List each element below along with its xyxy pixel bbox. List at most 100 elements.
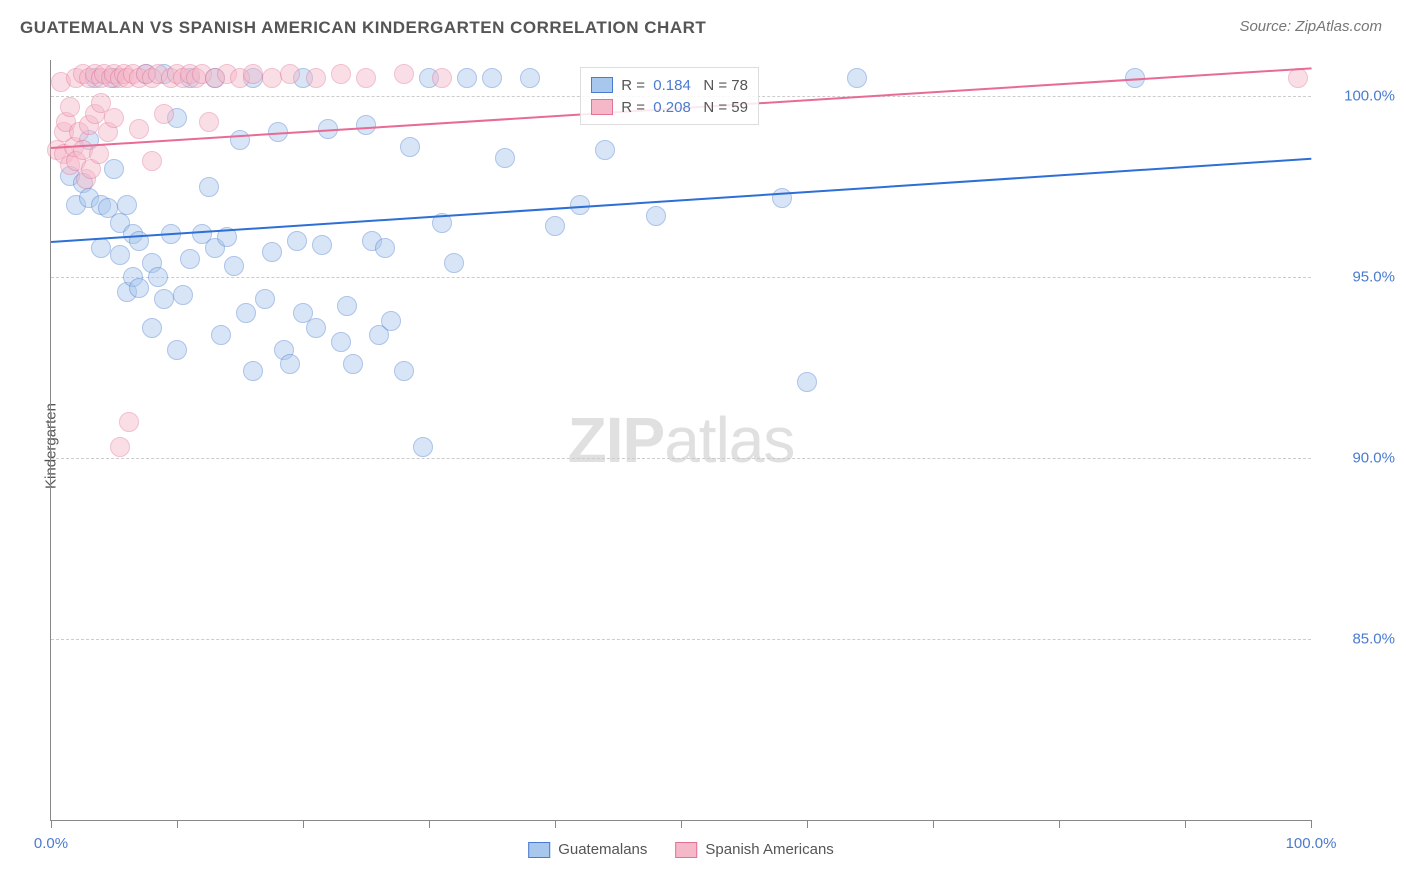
legend-item: Guatemalans — [528, 841, 647, 858]
data-point — [595, 140, 615, 160]
y-tick-label: 85.0% — [1352, 631, 1395, 648]
data-point — [230, 130, 250, 150]
data-point — [60, 97, 80, 117]
y-tick-label: 90.0% — [1352, 450, 1395, 467]
data-point — [280, 64, 300, 84]
data-point — [262, 68, 282, 88]
data-point — [173, 285, 193, 305]
data-point — [148, 267, 168, 287]
data-point — [394, 64, 414, 84]
x-tick — [807, 820, 808, 828]
data-point — [91, 238, 111, 258]
y-tick-label: 100.0% — [1344, 88, 1395, 105]
data-point — [224, 256, 244, 276]
data-point — [243, 361, 263, 381]
y-tick-label: 95.0% — [1352, 269, 1395, 286]
data-point — [167, 340, 187, 360]
data-point — [280, 354, 300, 374]
trend-line — [51, 158, 1311, 243]
data-point — [199, 177, 219, 197]
data-point — [104, 108, 124, 128]
legend-swatch — [675, 842, 697, 858]
data-point — [772, 188, 792, 208]
x-tick — [303, 820, 304, 828]
watermark-zip: ZIP — [568, 404, 665, 476]
data-point — [400, 137, 420, 157]
x-tick — [1185, 820, 1186, 828]
correlation-legend: R = 0.184 N = 78 R = 0.208 N = 59 — [580, 67, 759, 125]
data-point — [89, 144, 109, 164]
x-tick — [429, 820, 430, 828]
data-point — [495, 148, 515, 168]
data-point — [236, 303, 256, 323]
data-point — [243, 64, 263, 84]
x-tick — [177, 820, 178, 828]
data-point — [1288, 68, 1308, 88]
source-attribution: Source: ZipAtlas.com — [1239, 18, 1382, 35]
data-point — [432, 68, 452, 88]
legend-item: Spanish Americans — [675, 841, 833, 858]
data-point — [847, 68, 867, 88]
data-point — [646, 206, 666, 226]
x-tick-label: 0.0% — [34, 835, 68, 852]
data-point — [343, 354, 363, 374]
data-point — [375, 238, 395, 258]
gridline — [51, 458, 1311, 459]
legend-label: Guatemalans — [558, 841, 647, 858]
x-tick — [681, 820, 682, 828]
data-point — [331, 332, 351, 352]
plot-area: ZIPatlas 85.0%90.0%95.0%100.0%0.0%100.0%… — [50, 60, 1311, 821]
data-point — [306, 318, 326, 338]
data-point — [337, 296, 357, 316]
data-point — [117, 195, 137, 215]
legend-stats: R = 0.208 N = 59 — [621, 99, 748, 116]
chart-title: GUATEMALAN VS SPANISH AMERICAN KINDERGAR… — [20, 18, 706, 38]
legend-label: Spanish Americans — [705, 841, 833, 858]
data-point — [142, 151, 162, 171]
legend-swatch — [528, 842, 550, 858]
data-point — [211, 325, 231, 345]
legend-swatch — [591, 99, 613, 115]
legend-stats: R = 0.184 N = 78 — [621, 77, 748, 94]
series-legend: Guatemalans Spanish Americans — [528, 841, 834, 858]
data-point — [545, 216, 565, 236]
data-point — [255, 289, 275, 309]
data-point — [444, 253, 464, 273]
x-tick — [1059, 820, 1060, 828]
data-point — [119, 412, 139, 432]
data-point — [356, 115, 376, 135]
data-point — [413, 437, 433, 457]
legend-row: R = 0.184 N = 78 — [591, 74, 748, 96]
x-tick — [933, 820, 934, 828]
watermark-atlas: atlas — [664, 404, 794, 476]
data-point — [104, 159, 124, 179]
x-tick — [555, 820, 556, 828]
data-point — [199, 112, 219, 132]
data-point — [154, 289, 174, 309]
data-point — [457, 68, 477, 88]
data-point — [129, 119, 149, 139]
data-point — [306, 68, 326, 88]
data-point — [381, 311, 401, 331]
data-point — [356, 68, 376, 88]
data-point — [142, 318, 162, 338]
data-point — [110, 437, 130, 457]
data-point — [180, 249, 200, 269]
legend-row: R = 0.208 N = 59 — [591, 96, 748, 118]
data-point — [520, 68, 540, 88]
x-tick-label: 100.0% — [1286, 835, 1337, 852]
data-point — [312, 235, 332, 255]
data-point — [331, 64, 351, 84]
data-point — [110, 245, 130, 265]
gridline — [51, 277, 1311, 278]
x-tick — [51, 820, 52, 828]
x-tick — [1311, 820, 1312, 828]
data-point — [154, 104, 174, 124]
legend-swatch — [591, 77, 613, 93]
data-point — [797, 372, 817, 392]
data-point — [394, 361, 414, 381]
data-point — [129, 278, 149, 298]
data-point — [262, 242, 282, 262]
data-point — [287, 231, 307, 251]
gridline — [51, 639, 1311, 640]
